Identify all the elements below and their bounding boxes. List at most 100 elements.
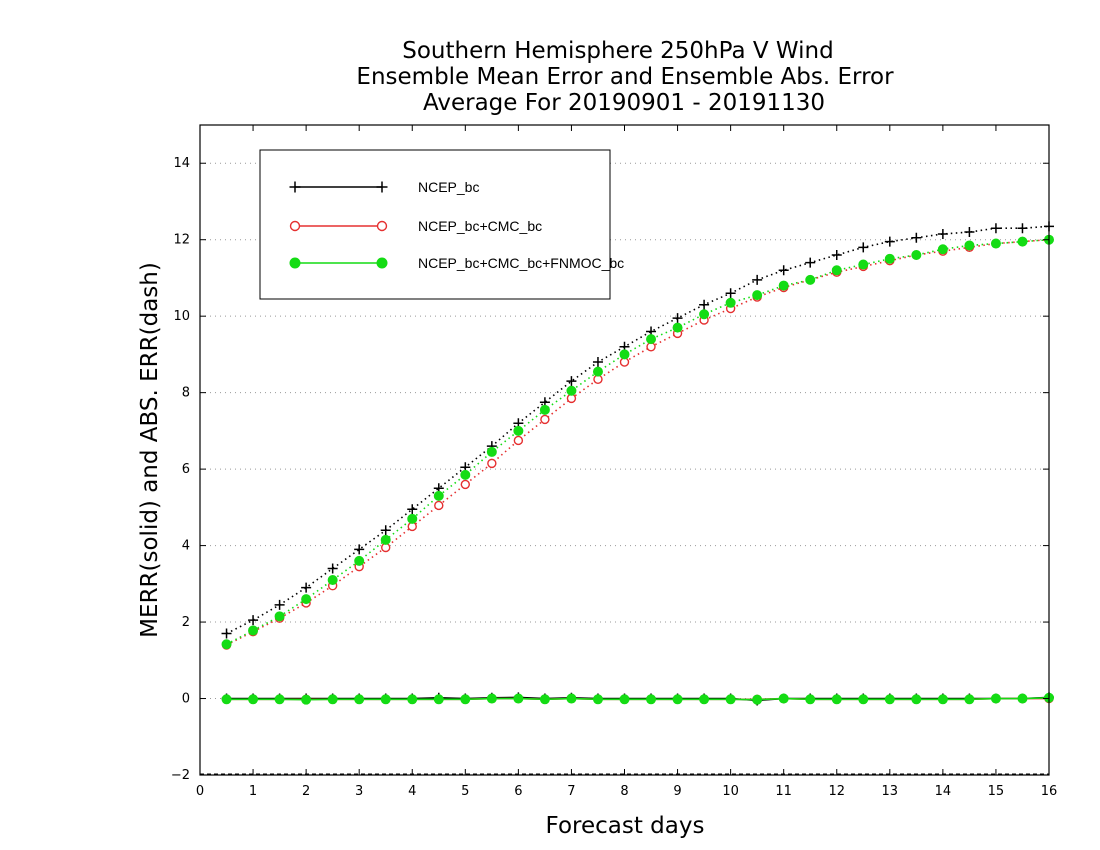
y-tick-label: 10: [173, 309, 190, 324]
y-axis: −2 0 2 4 6 8 10 12 14: [171, 156, 1049, 783]
x-axis: 0 1 2 3 4 5 6 7 8 9 10 11 12 13 14 15 16: [196, 125, 1057, 799]
x-tick-label: 9: [673, 784, 681, 799]
mean-err-point: [805, 694, 816, 705]
abs-err-point: [672, 313, 683, 324]
mean-err-point: [301, 694, 312, 705]
legend-label: NCEP_bc: [418, 179, 479, 195]
mean-err-point: [380, 694, 391, 705]
mean-err-point: [327, 694, 338, 705]
x-tick-label: 7: [567, 784, 575, 799]
abs-err-point: [380, 534, 391, 545]
abs-err-point: [990, 238, 1001, 249]
abs-err-point: [752, 274, 763, 285]
abs-err-line: [226, 238, 1050, 646]
mean-err-point: [858, 694, 869, 705]
abs-err-point: [274, 611, 285, 622]
mean-err-point: [778, 693, 789, 704]
abs-err-point: [752, 290, 763, 301]
x-tick-label: 10: [722, 784, 739, 799]
x-tick-label: 12: [828, 784, 845, 799]
mean-err-point: [699, 694, 710, 705]
mean-err-point: [911, 694, 922, 705]
abs-err-point: [964, 227, 975, 238]
mean-err-point: [486, 693, 497, 704]
legend: NCEP_bc NCEP_bc+CMC_bc NCEP_bc+CMC_bc+FNMO…: [259, 149, 624, 300]
y-tick-label: 8: [182, 386, 190, 401]
abs-err-point: [592, 366, 603, 377]
abs-err-line: [226, 238, 1050, 645]
abs-err-point: [354, 555, 365, 566]
y-tick-label: 2: [182, 615, 190, 630]
mean-err-point: [460, 694, 471, 705]
mean-err-point: [566, 693, 577, 704]
y-tick-label: 14: [173, 156, 190, 171]
abs-err-point: [434, 500, 444, 511]
y-tick-label: −2: [171, 768, 190, 783]
abs-err-point: [831, 265, 842, 276]
y-tick-label: 0: [182, 692, 190, 707]
abs-err-point: [699, 309, 710, 320]
abs-err-point: [1017, 223, 1028, 234]
legend-marker: [289, 220, 301, 232]
abs-err-point: [778, 280, 789, 291]
abs-err-point: [805, 274, 816, 285]
abs-err-point: [248, 625, 259, 636]
mean-err-point: [937, 694, 948, 705]
abs-err-point: [433, 490, 444, 501]
x-tick-label: 1: [249, 784, 257, 799]
mean-err-point: [831, 694, 842, 705]
y-axis-label: MERR(solid) and ABS. ERR(dash): [137, 262, 163, 638]
abs-err-point: [460, 479, 471, 490]
x-tick-label: 0: [196, 784, 204, 799]
legend-marker: [376, 181, 388, 193]
abs-err-point: [274, 599, 285, 610]
legend-label: NCEP_bc+CMC_bc: [418, 218, 542, 234]
abs-err-point: [407, 504, 418, 515]
abs-err-point: [831, 250, 842, 260]
mean-err-point: [407, 694, 418, 705]
legend-marker: [289, 181, 301, 193]
x-tick-label: 6: [514, 784, 522, 799]
legend-marker: [376, 220, 388, 232]
chart-title-line-2: Ensemble Mean Error and Ensemble Abs. Er…: [356, 64, 894, 90]
abs-err-point: [884, 253, 895, 264]
abs-err-point: [301, 582, 312, 593]
mean-err-point: [1017, 693, 1028, 704]
series-3: [221, 234, 1054, 705]
mean-err-point: [433, 694, 444, 705]
abs-err-point: [937, 244, 948, 255]
x-tick-label: 13: [882, 784, 899, 799]
mean-err-point: [539, 694, 550, 705]
abs-err-point: [1017, 236, 1028, 247]
abs-err-point: [327, 575, 338, 585]
y-tick-label: 6: [182, 462, 190, 477]
mean-err-point: [964, 694, 975, 705]
abs-err-point: [672, 322, 683, 333]
legend-item-1: NCEP_bc: [289, 179, 479, 195]
chart-title-line-1: Southern Hemisphere 250hPa V Wind: [402, 38, 833, 64]
x-axis-label: Forecast days: [546, 813, 705, 839]
legend-item-2: NCEP_bc+CMC_bc: [289, 218, 542, 234]
plot-series: [221, 221, 1054, 706]
abs-err-point: [327, 563, 338, 574]
abs-err-point: [566, 376, 577, 387]
grid-lines: [200, 162, 1049, 775]
x-tick-label: 8: [620, 784, 628, 799]
x-tick-label: 4: [408, 784, 416, 799]
mean-err-point: [354, 694, 365, 705]
x-tick-label: 2: [302, 784, 310, 799]
abs-err-point: [911, 232, 922, 243]
legend-label: NCEP_bc+CMC_bc+FNMOC_bc: [418, 255, 624, 271]
abs-err-point: [592, 357, 603, 368]
legend-box: [259, 149, 611, 300]
mean-err-point: [619, 694, 630, 705]
abs-err-point: [380, 525, 391, 536]
abs-err-point: [248, 615, 259, 626]
abs-err-point: [539, 404, 550, 415]
mean-err-point: [513, 693, 524, 704]
abs-err-point: [858, 259, 869, 270]
mean-err-point: [274, 694, 285, 705]
mean-err-point: [248, 694, 259, 705]
x-tick-label: 11: [775, 784, 792, 799]
